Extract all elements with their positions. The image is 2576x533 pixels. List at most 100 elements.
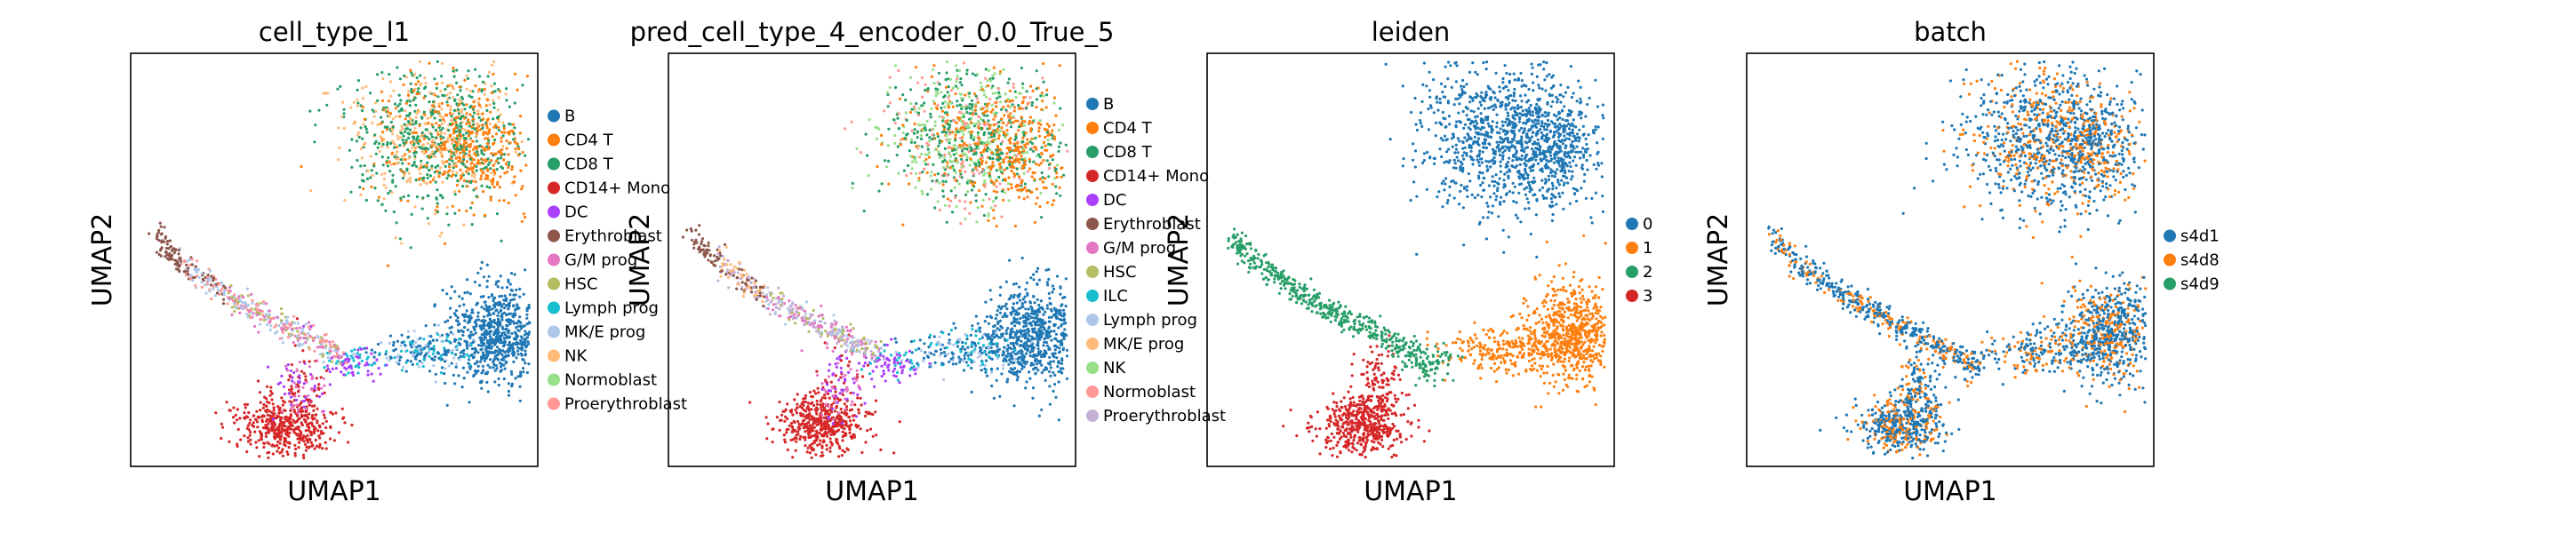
data-point bbox=[414, 164, 419, 168]
data-point bbox=[1023, 295, 1027, 298]
data-point bbox=[332, 345, 336, 348]
data-point bbox=[508, 161, 511, 164]
data-point bbox=[962, 113, 965, 116]
data-point bbox=[300, 370, 304, 373]
data-point bbox=[527, 362, 531, 366]
data-point bbox=[515, 288, 518, 291]
data-point bbox=[460, 110, 464, 114]
data-point bbox=[459, 342, 462, 346]
data-point bbox=[976, 131, 980, 134]
data-point bbox=[505, 304, 508, 307]
data-point bbox=[449, 123, 452, 126]
data-point bbox=[1019, 150, 1022, 154]
data-point bbox=[960, 139, 964, 143]
data-point bbox=[439, 135, 443, 139]
data-point bbox=[1000, 215, 1004, 219]
data-point bbox=[400, 124, 404, 128]
data-point bbox=[434, 165, 437, 169]
panel-title: cell_type_l1 bbox=[259, 17, 410, 47]
data-point bbox=[210, 297, 213, 301]
data-point bbox=[322, 413, 326, 417]
data-point bbox=[404, 343, 407, 347]
data-point bbox=[931, 179, 934, 183]
data-point bbox=[388, 341, 391, 345]
data-point bbox=[476, 112, 480, 115]
data-point bbox=[1026, 293, 1029, 297]
data-point bbox=[372, 355, 376, 359]
data-point bbox=[423, 122, 427, 125]
data-point bbox=[1040, 91, 1044, 95]
data-point bbox=[1052, 101, 1056, 105]
data-point bbox=[1036, 340, 1040, 344]
data-point bbox=[473, 145, 476, 148]
data-point bbox=[302, 414, 306, 418]
data-point bbox=[316, 359, 319, 362]
data-point bbox=[468, 106, 472, 109]
data-point bbox=[1036, 323, 1040, 327]
data-point bbox=[432, 363, 436, 368]
data-point bbox=[1054, 167, 1058, 171]
data-point bbox=[947, 106, 951, 109]
data-point bbox=[919, 137, 924, 140]
data-point bbox=[504, 163, 508, 166]
data-point bbox=[312, 409, 316, 412]
data-point bbox=[866, 154, 869, 157]
data-point bbox=[316, 421, 319, 425]
data-point bbox=[282, 399, 285, 402]
data-point bbox=[967, 150, 971, 154]
data-point bbox=[456, 93, 460, 97]
data-point bbox=[452, 143, 457, 147]
data-point bbox=[945, 131, 948, 134]
data-point bbox=[313, 404, 316, 408]
data-point bbox=[494, 309, 498, 313]
data-point bbox=[1032, 278, 1036, 282]
data-point bbox=[394, 347, 397, 351]
data-point bbox=[491, 182, 494, 186]
data-point bbox=[940, 107, 943, 110]
data-point bbox=[363, 117, 366, 121]
data-point bbox=[515, 326, 518, 330]
data-point bbox=[1062, 337, 1066, 341]
data-point bbox=[996, 345, 999, 348]
data-point bbox=[975, 142, 980, 146]
data-point bbox=[915, 101, 918, 106]
data-point bbox=[289, 395, 293, 399]
data-point bbox=[410, 87, 413, 91]
data-point bbox=[177, 249, 180, 252]
data-point bbox=[400, 242, 404, 245]
data-point bbox=[976, 322, 980, 325]
data-point bbox=[1028, 147, 1032, 151]
data-point bbox=[452, 373, 455, 377]
data-point bbox=[905, 174, 908, 178]
data-point bbox=[473, 152, 476, 155]
data-point bbox=[379, 135, 382, 139]
data-point bbox=[459, 168, 462, 171]
data-point bbox=[1040, 354, 1044, 358]
data-point bbox=[294, 386, 298, 389]
data-point bbox=[472, 158, 476, 162]
data-point bbox=[499, 348, 502, 353]
data-point bbox=[955, 80, 958, 84]
data-point bbox=[415, 362, 419, 366]
data-point bbox=[324, 332, 328, 336]
data-point bbox=[208, 290, 212, 293]
data-point bbox=[299, 336, 302, 340]
data-point bbox=[1024, 288, 1028, 291]
data-point bbox=[252, 324, 257, 328]
data-point bbox=[1038, 205, 1042, 209]
data-point bbox=[476, 351, 480, 354]
data-point bbox=[475, 154, 478, 157]
data-point bbox=[494, 364, 499, 368]
data-point bbox=[418, 365, 421, 369]
data-point bbox=[452, 129, 456, 132]
data-point bbox=[1059, 194, 1062, 197]
data-point bbox=[966, 179, 970, 182]
data-point bbox=[393, 146, 396, 149]
data-point bbox=[232, 406, 236, 410]
data-point bbox=[391, 180, 395, 184]
data-point bbox=[454, 365, 458, 369]
data-point bbox=[377, 142, 381, 146]
data-point bbox=[283, 442, 286, 446]
data-point bbox=[441, 180, 444, 184]
data-point bbox=[499, 113, 502, 116]
